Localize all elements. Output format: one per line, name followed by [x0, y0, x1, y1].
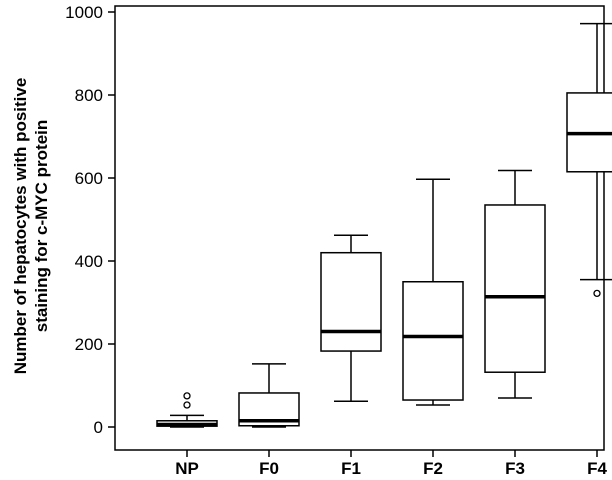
y-tick-label: 400 [75, 252, 103, 271]
x-category-label: F3 [505, 459, 525, 478]
outlier-point [593, 289, 601, 298]
box-iqr [484, 204, 546, 373]
x-category-label: NP [175, 459, 199, 478]
box-f1 [320, 234, 382, 403]
x-category-label: F0 [259, 459, 279, 478]
y-tick-label: 0 [94, 418, 103, 437]
x-axis: NP F0 F1 F2 F3 F4 [175, 450, 607, 478]
box-f0 [238, 363, 300, 428]
y-axis: 0 200 400 600 800 1000 [65, 3, 115, 437]
boxes-group [156, 22, 612, 428]
y-tick-label: 800 [75, 86, 103, 105]
outlier-point [183, 392, 191, 400]
box-iqr [320, 251, 382, 352]
box-f4 [566, 22, 612, 298]
outlier-point [183, 401, 191, 409]
x-category-label: F2 [423, 459, 443, 478]
box-np [156, 392, 218, 428]
box-iqr [402, 281, 464, 401]
y-tick-label: 600 [75, 169, 103, 188]
plot-frame [114, 5, 605, 451]
x-category-label: F4 [587, 459, 607, 478]
box-f3 [484, 169, 546, 399]
x-category-label: F1 [341, 459, 361, 478]
y-axis-title-line-2: staining for c-MYC protein [32, 120, 51, 333]
y-tick-label: 1000 [65, 3, 103, 22]
y-tick-label: 200 [75, 335, 103, 354]
box-f2 [402, 178, 464, 406]
y-axis-title-line-1: Number of hepatocytes with positive [11, 78, 30, 375]
